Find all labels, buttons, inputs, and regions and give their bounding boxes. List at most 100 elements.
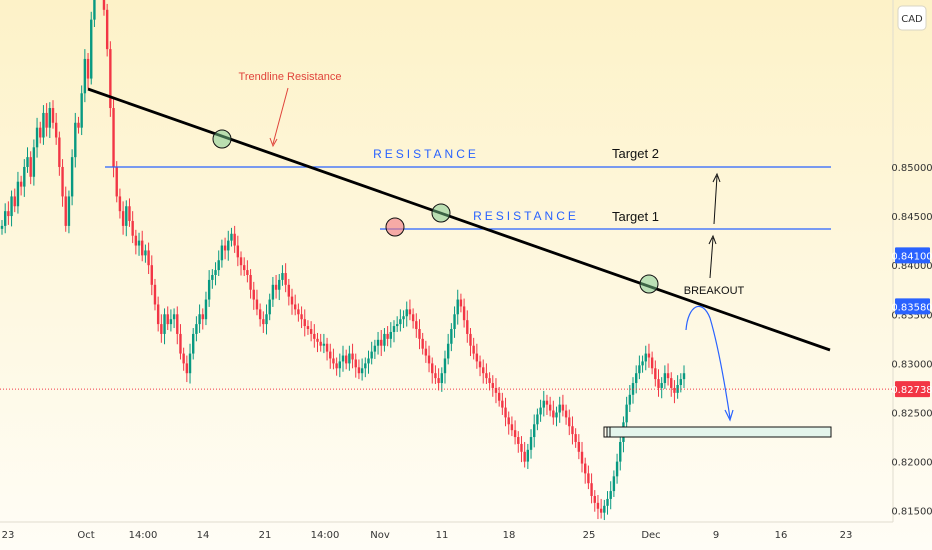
candle-body	[641, 361, 644, 366]
candle-body	[163, 314, 166, 334]
support-zone-handle[interactable]	[603, 426, 611, 438]
x-tick-label: Nov	[370, 530, 390, 541]
candle-body	[83, 58, 87, 94]
candle-body	[236, 245, 240, 258]
price-tag	[895, 247, 930, 264]
candle-body	[293, 304, 297, 310]
x-tick-label: 9	[713, 530, 719, 541]
candle-body	[287, 284, 291, 297]
candle-body	[284, 273, 287, 285]
candle-body	[141, 240, 144, 256]
candle-body	[239, 257, 243, 266]
candle-body	[354, 359, 357, 368]
resistance-label-lower: RESISTANCE	[473, 209, 579, 223]
candle-body	[504, 407, 507, 418]
candle-body	[201, 314, 204, 320]
candle-body	[386, 333, 389, 339]
candle-body	[599, 508, 603, 513]
candle-body	[195, 324, 198, 334]
x-tick-label: 23	[2, 530, 15, 541]
candle-body	[13, 196, 16, 207]
x-tick-label: 14:00	[129, 530, 158, 541]
candle-body	[587, 473, 590, 484]
candle-body	[584, 463, 587, 474]
breakout-arrow-target-1	[708, 234, 717, 279]
candle-body	[179, 333, 182, 354]
candle-body	[313, 333, 316, 339]
candle-body	[230, 233, 233, 241]
x-tick-label: Oct	[77, 530, 94, 541]
y-tick-label: 0.82500	[891, 409, 932, 420]
candle-body	[58, 137, 61, 167]
candle-body	[364, 363, 367, 369]
candle-body	[434, 373, 437, 379]
candle-body	[555, 412, 558, 418]
candle-body	[204, 299, 208, 320]
candle-body	[660, 383, 663, 388]
candle-body	[45, 112, 48, 128]
candle-body	[571, 426, 574, 435]
candle-body	[121, 211, 125, 226]
candle-body	[268, 299, 271, 315]
candle-body	[153, 284, 157, 305]
candle-body	[533, 424, 536, 438]
candle-body	[370, 351, 373, 359]
candle-body	[408, 309, 412, 315]
candlestick-series	[0, 0, 686, 521]
candle-body	[182, 353, 185, 364]
candle-body	[482, 367, 485, 374]
candle-body	[501, 400, 504, 408]
candle-body	[644, 353, 647, 362]
candle-body	[411, 314, 415, 322]
candle-body	[322, 343, 326, 346]
price-axis[interactable]: 0.85000 0.84500 0.84000 0.83500 0.83000 0.825…	[891, 163, 932, 518]
candle-body	[169, 319, 173, 325]
candle-body	[609, 491, 612, 499]
candle-body	[399, 319, 402, 325]
price-tag	[895, 298, 930, 315]
candle-body	[650, 357, 654, 369]
candle-body	[462, 306, 466, 321]
candle-body	[376, 339, 380, 346]
candle-body	[118, 196, 122, 212]
candle-body	[494, 387, 498, 393]
candle-body	[325, 343, 329, 352]
candle-body	[380, 339, 383, 346]
candle-body	[478, 361, 482, 368]
candle-body	[673, 387, 676, 393]
candle-body	[431, 363, 434, 374]
candle-body	[185, 363, 189, 374]
candle-body	[615, 461, 619, 477]
candle-body	[606, 498, 609, 506]
target-2-label: Target 2	[612, 146, 659, 161]
currency-label[interactable]: CAD	[897, 5, 927, 31]
time-axis[interactable]: 23 Oct 14:00 14 21 14:00 Nov 11 18 25 Dec 9 16 23	[2, 530, 853, 541]
candle-body	[392, 326, 396, 332]
candle-body	[243, 265, 246, 271]
x-tick-label: 11	[436, 530, 449, 541]
trendline[interactable]	[87, 87, 831, 352]
currency-label-box	[897, 5, 927, 31]
trendline-resistance-label: Trendline Resistance	[239, 71, 342, 83]
candle-body	[507, 417, 510, 425]
support-zone[interactable]	[606, 426, 832, 438]
candle-body	[561, 404, 565, 411]
candle-body	[192, 333, 195, 354]
candle-body	[491, 383, 494, 388]
candle-body	[227, 240, 230, 251]
candle-body	[628, 394, 632, 405]
candle-body	[666, 373, 670, 379]
candle-body	[90, 19, 93, 79]
candle-body	[281, 273, 284, 280]
candle-body	[670, 378, 673, 388]
candle-body	[552, 410, 555, 418]
candle-body	[469, 333, 472, 346]
x-tick-label: 25	[583, 530, 596, 541]
candle-body	[255, 299, 259, 310]
y-tick-label: 0.84500	[891, 212, 932, 223]
candle-body	[290, 296, 294, 305]
candle-body	[475, 353, 479, 362]
